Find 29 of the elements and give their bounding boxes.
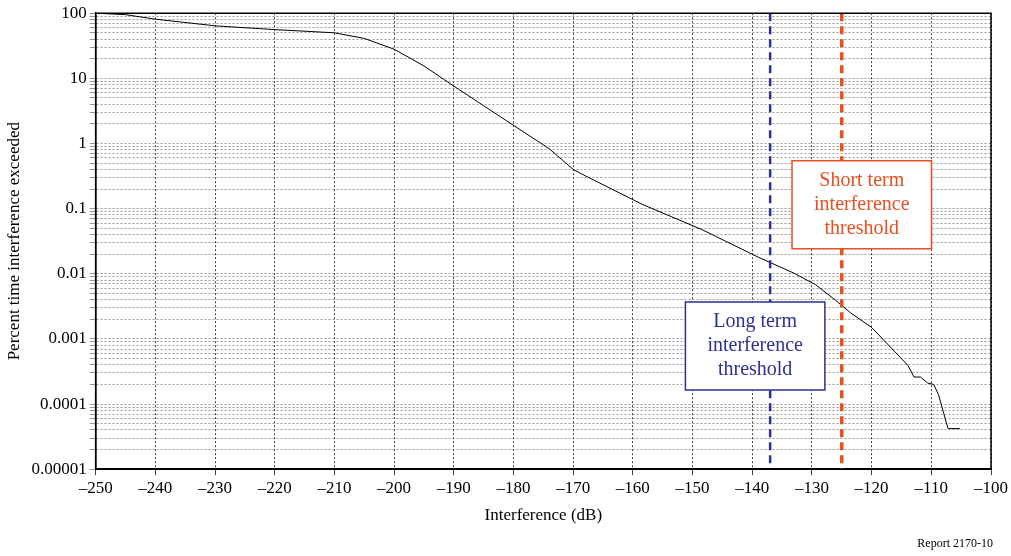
y-tick-label: 0.0001 <box>39 393 87 413</box>
x-tick-label: –190 <box>435 477 471 497</box>
x-tick-label: –110 <box>913 477 948 497</box>
x-tick-label: –120 <box>853 477 889 497</box>
x-tick-label: –150 <box>674 477 710 497</box>
y-tick-label: 0.01 <box>56 263 87 283</box>
x-tick-label: –230 <box>197 477 233 497</box>
x-tick-label: –160 <box>614 477 650 497</box>
y-tick-label: 100 <box>61 2 87 22</box>
ref-line-label: Short term interference threshold <box>814 167 910 238</box>
y-tick-label: 10 <box>69 67 87 87</box>
y-tick-label: 0.001 <box>48 328 87 348</box>
text: Report 2170-10 <box>917 536 993 551</box>
x-tick-label: –240 <box>137 477 173 497</box>
x-tick-label: –200 <box>376 477 412 497</box>
x-tick-label: –220 <box>256 477 292 497</box>
x-tick-label: –250 <box>77 477 113 497</box>
x-tick-label: –140 <box>734 477 770 497</box>
y-tick-label: 0.1 <box>65 198 87 218</box>
x-axis-title: Interference (dB) <box>484 505 603 525</box>
x-tick-label: –180 <box>495 477 531 497</box>
y-tick-label: 1 <box>78 132 87 152</box>
y-tick-label: 0.00001 <box>31 458 87 478</box>
x-tick-label: –170 <box>555 477 591 497</box>
x-tick-label: –130 <box>793 477 829 497</box>
ref-line-label: Long term interference threshold <box>707 309 804 380</box>
x-tick-label: –210 <box>316 477 352 497</box>
x-tick-label: –100 <box>973 477 1008 497</box>
y-axis-title: Percent time interference exceeded <box>3 121 23 361</box>
